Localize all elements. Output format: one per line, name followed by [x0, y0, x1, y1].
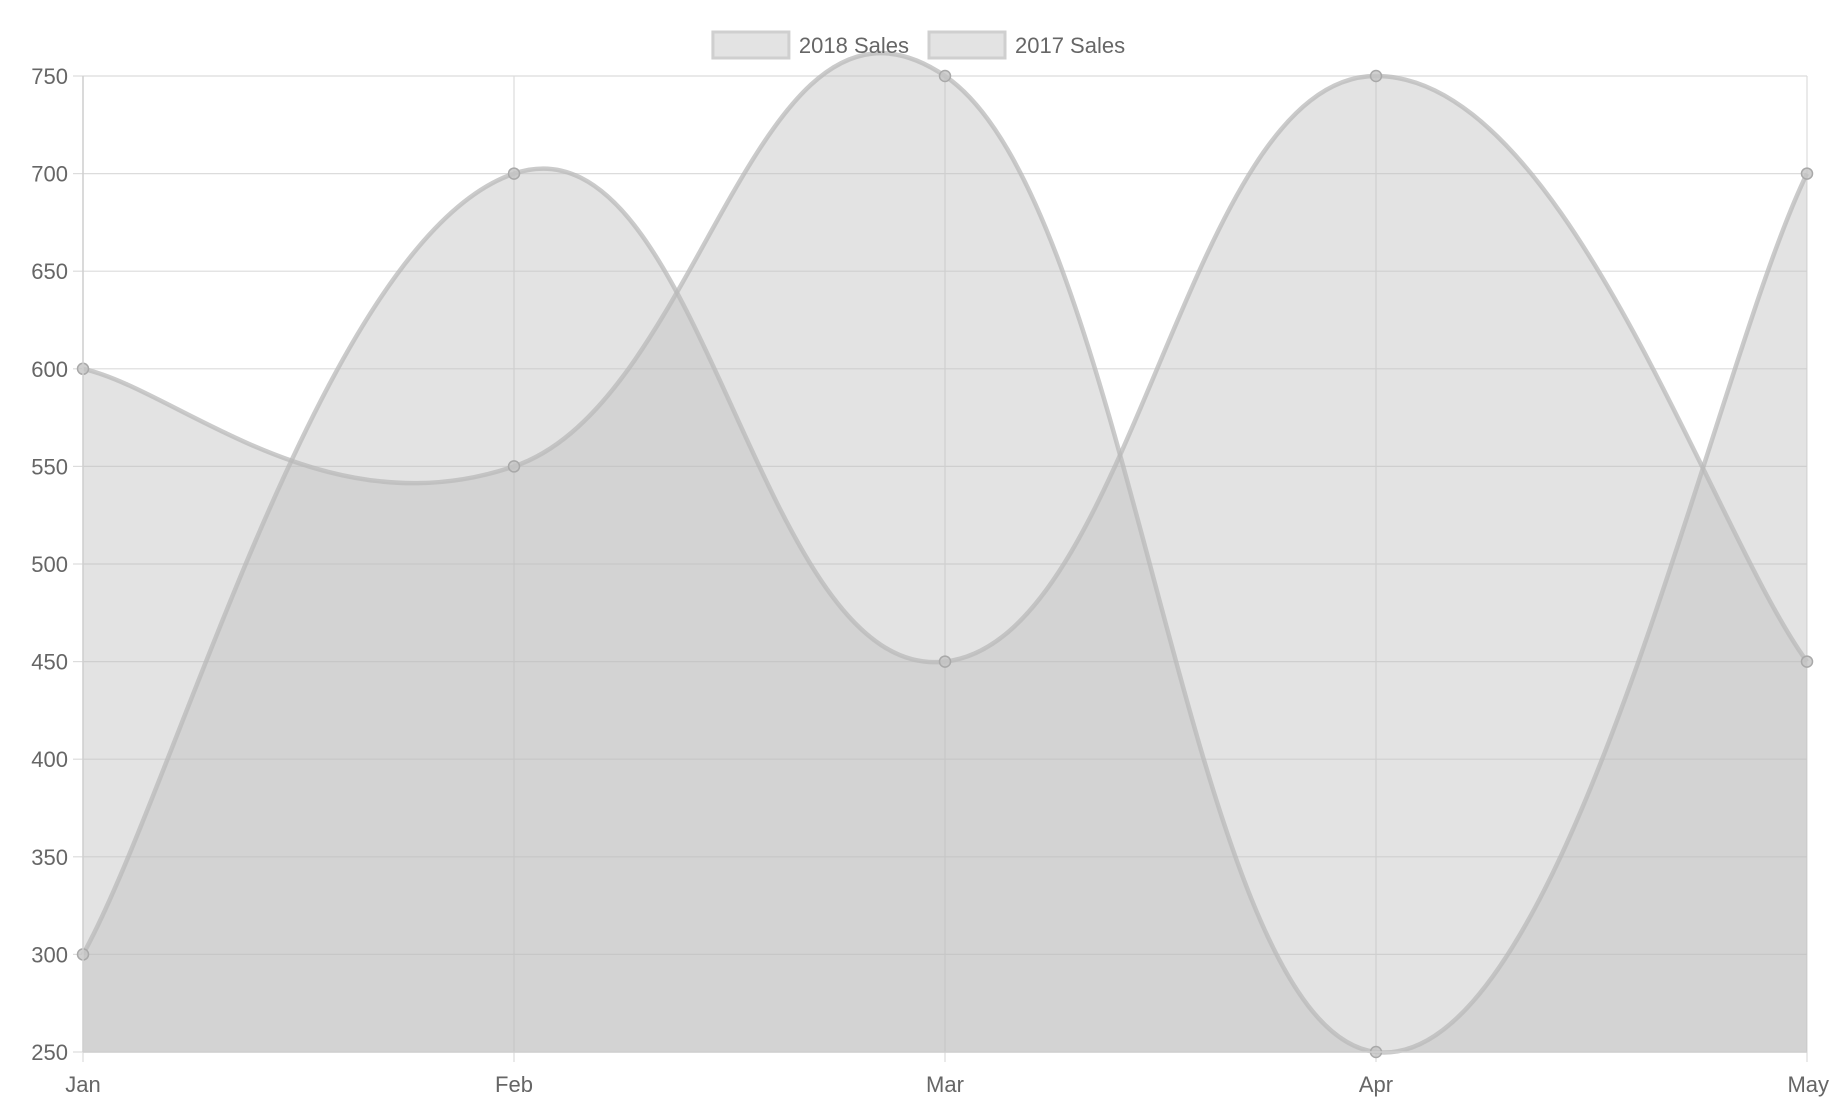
point-2018-sales[interactable] [1800, 655, 1814, 668]
y-tick-label: 400 [31, 747, 68, 772]
point-2018-sales[interactable] [507, 167, 521, 180]
legend: 2018 Sales 2017 Sales [711, 30, 1125, 60]
x-tick-label: Mar [926, 1072, 964, 1097]
series-points [76, 69, 1814, 1059]
y-tick-label: 350 [31, 845, 68, 870]
y-tick-label: 700 [31, 162, 68, 187]
point-2018-sales[interactable] [1369, 69, 1383, 83]
area-2017-sales [83, 53, 1807, 1053]
legend-label-2018-sales[interactable]: 2018 Sales [799, 33, 909, 58]
axes: 750 700 650 600 550 500 450 400 350 300 250 Jan Feb M… [31, 64, 1829, 1097]
area-2018-sales [83, 76, 1807, 1052]
legend-swatch-2018-sales[interactable] [711, 30, 791, 60]
point-2017-sales[interactable] [1800, 167, 1814, 180]
line-2017-sales [82, 51, 1810, 1055]
x-tick-label: May [1787, 1072, 1829, 1097]
point-2017-sales[interactable] [507, 460, 521, 473]
x-tick-label: Feb [495, 1072, 533, 1097]
series-areas [83, 53, 1807, 1053]
y-tick-label: 550 [31, 454, 68, 479]
point-2017-sales[interactable] [938, 69, 952, 83]
legend-label-2017-sales[interactable]: 2017 Sales [1015, 33, 1125, 58]
y-tick-label: 450 [31, 650, 68, 675]
y-tick-label: 650 [31, 259, 68, 284]
y-tick-label: 500 [31, 552, 68, 577]
y-tick-label: 300 [31, 942, 68, 967]
x-tick-label: Apr [1359, 1072, 1393, 1097]
series-lines [81, 51, 1810, 1055]
y-tick-label: 750 [31, 64, 68, 89]
point-2018-sales[interactable] [938, 655, 952, 668]
y-tick-label: 600 [31, 357, 68, 382]
legend-swatch-2017-sales[interactable] [927, 30, 1007, 60]
line-2018-sales [81, 73, 1809, 956]
y-tick-label: 250 [31, 1040, 68, 1065]
x-tick-label: Jan [65, 1072, 100, 1097]
